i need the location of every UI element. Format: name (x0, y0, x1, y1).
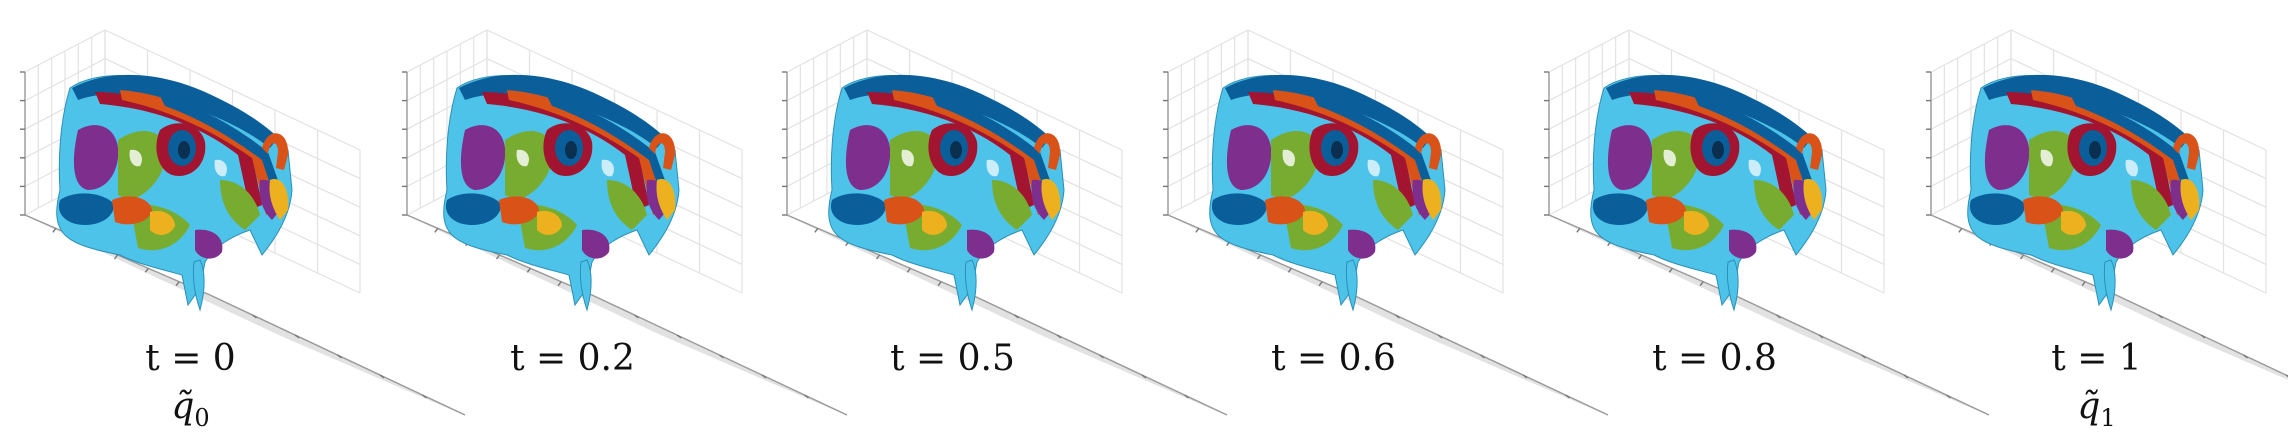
panel-t1: t = 0.2 (382, 0, 848, 444)
axis-ticks (1163, 71, 1570, 399)
panel-t4: t = 0.8 (1524, 0, 1990, 444)
panel-t5: t = 1 q̃1 (1906, 0, 2288, 444)
time-label: t = 0 (145, 338, 236, 379)
axis-ticks (1926, 71, 2288, 378)
shape-label-subscript: 0 (194, 404, 210, 433)
panel-t2: t = 0.5 (762, 0, 1228, 444)
shape-label-subscript: 1 (2100, 404, 2116, 433)
skull-3d-plot (20, 29, 466, 416)
skull-3d-plot (782, 29, 1228, 416)
skull-3d-plot (1163, 29, 1609, 416)
time-label: t = 0.2 (510, 338, 635, 379)
time-label: t = 0.8 (1652, 338, 1777, 379)
shape-label-base: q̃ (2077, 386, 2101, 427)
panel-t0: t = 0 q̃0 (0, 0, 466, 444)
skull-3d-plot (402, 29, 848, 416)
skull-mesh (1209, 74, 1446, 312)
panel-t3: t = 0.6 (1143, 0, 1609, 444)
skull-mesh (1967, 74, 2204, 312)
time-label: t = 0.6 (1271, 338, 1396, 379)
shape-label: q̃0 (0, 386, 381, 432)
time-label: t = 1 (2051, 338, 2142, 379)
shape-label: q̃1 (1906, 386, 2287, 432)
skull-mesh (443, 74, 680, 312)
time-label: t = 0.5 (890, 338, 1015, 379)
shape-label-base: q̃ (171, 386, 195, 427)
skull-mesh (828, 74, 1065, 312)
skull-3d-plot (1926, 29, 2288, 380)
skull-mesh (1590, 74, 1827, 312)
skull-mesh (56, 74, 293, 312)
skull-3d-plot (1544, 29, 1990, 416)
